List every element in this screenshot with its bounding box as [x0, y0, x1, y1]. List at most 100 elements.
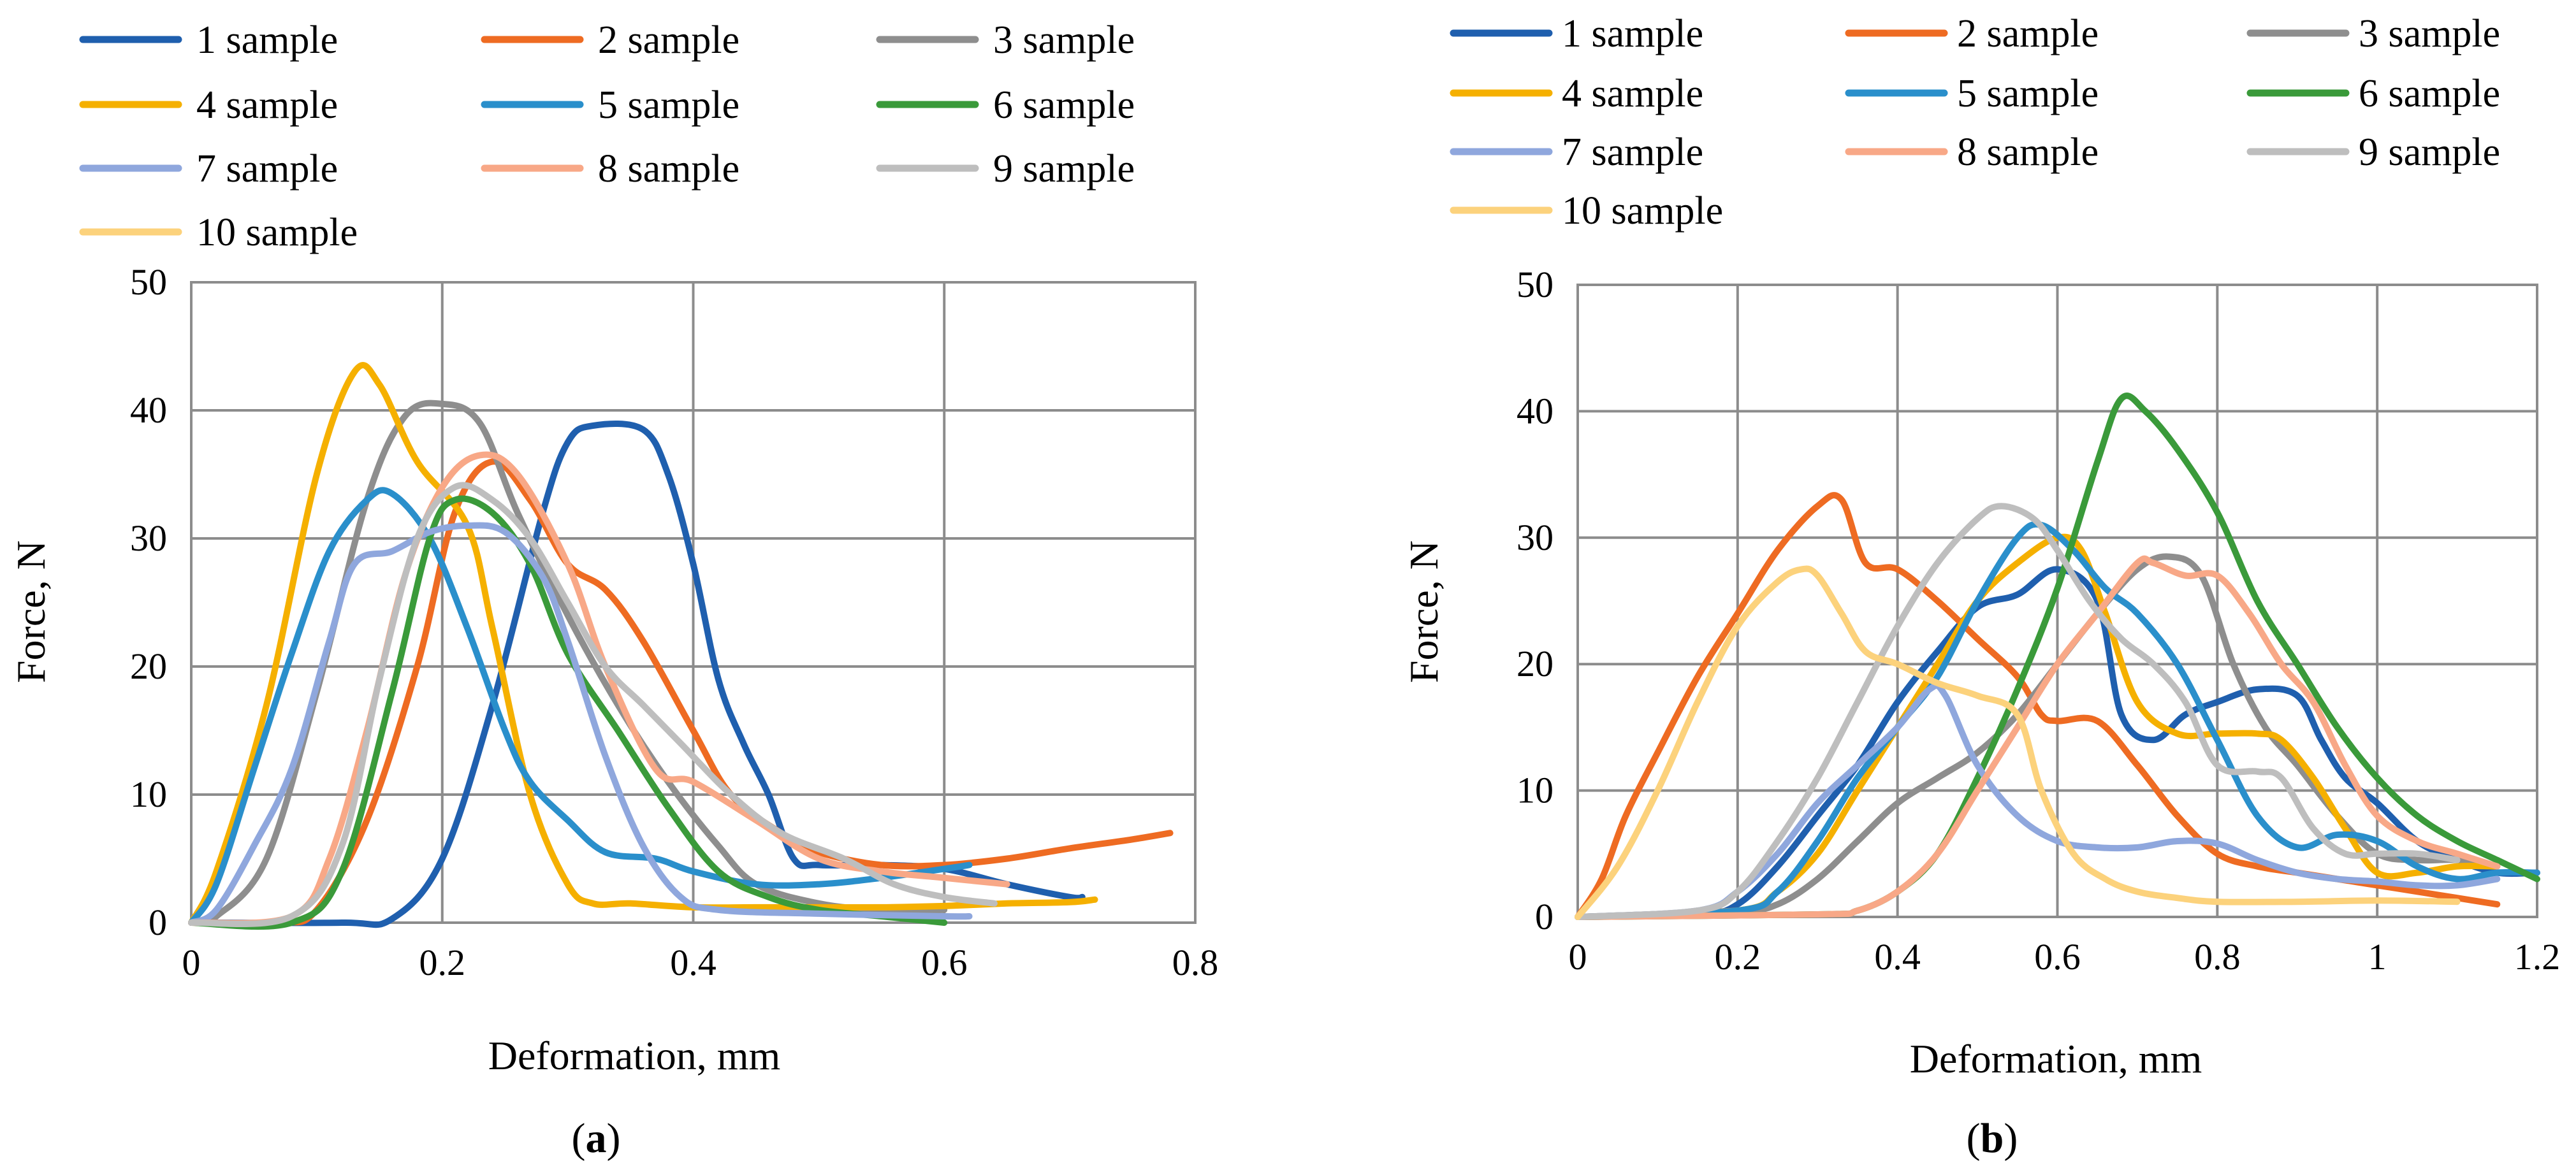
legend-label-7: 7 sample — [1562, 131, 1703, 174]
series-line-3 — [1575, 553, 2501, 920]
legend-label-2: 2 sample — [598, 18, 739, 62]
legend-entry-1: 1 sample — [1450, 12, 1703, 55]
x-tick-label: 0 — [182, 942, 201, 983]
legend-entry-7: 7 sample — [79, 147, 338, 191]
x-tick-label: 0.8 — [2194, 936, 2241, 977]
panel-b-ylabel: Force, N — [1401, 540, 1446, 683]
legend-entry-2: 2 sample — [481, 18, 739, 62]
panel-a-label: (a) — [572, 1115, 621, 1162]
plot-frame — [190, 281, 1197, 924]
legend-entry-5: 5 sample — [481, 83, 739, 127]
legend-label-1: 1 sample — [196, 18, 338, 62]
panel-a-letter: a — [586, 1115, 607, 1162]
x-tick-label: 0 — [1569, 936, 1587, 977]
legend-entry-7: 7 sample — [1450, 131, 1703, 174]
series-line-5 — [188, 487, 973, 926]
legend-label-4: 4 sample — [1562, 72, 1703, 115]
panel-a-ticks: 0 0.2 0.4 0.6 0.8 0 10 20 30 40 50 — [130, 261, 1218, 983]
panel-b-letter: b — [1981, 1115, 2004, 1162]
legend-label-9: 9 sample — [2359, 131, 2500, 174]
series-line-3 — [188, 400, 948, 926]
panel-b-xlabel: Deformation, mm — [1910, 1036, 2202, 1081]
legend-entry-6: 6 sample — [876, 83, 1135, 127]
legend-label-1: 1 sample — [1562, 12, 1703, 55]
legend-label-5: 5 sample — [1957, 72, 2099, 115]
x-tick-label: 0.4 — [670, 942, 717, 983]
panel-b-label: (b) — [1967, 1115, 2018, 1162]
x-tick-label: 0.4 — [1874, 936, 1921, 977]
legend-entry-2: 2 sample — [1845, 12, 2099, 55]
y-tick-label: 10 — [130, 774, 167, 815]
legend-label-6: 6 sample — [2359, 72, 2500, 115]
legend-label-8: 8 sample — [598, 147, 739, 191]
y-tick-label: 50 — [1517, 264, 1554, 305]
panel-a-ylabel: Force, N — [8, 540, 54, 683]
panel-b-grid — [1576, 284, 2538, 918]
legend-label-10: 10 sample — [1562, 189, 1723, 233]
y-tick-label: 30 — [130, 517, 167, 559]
legend-entry-8: 8 sample — [481, 147, 739, 191]
legend-entry-3: 3 sample — [876, 18, 1135, 62]
series-line-5 — [1575, 521, 2540, 920]
series-line-4 — [188, 362, 1098, 926]
series-line-1 — [188, 420, 1086, 928]
y-tick-label: 0 — [1535, 896, 1554, 937]
y-tick-label: 40 — [130, 389, 167, 431]
x-tick-label: 1.2 — [2514, 936, 2561, 977]
y-tick-label: 10 — [1517, 770, 1554, 811]
x-tick-label: 1 — [2368, 936, 2387, 977]
legend-entry-6: 6 sample — [2246, 72, 2500, 115]
legend-entry-8: 8 sample — [1845, 131, 2099, 174]
series-line-8 — [188, 451, 1010, 926]
y-tick-label: 20 — [1517, 643, 1554, 684]
series-line-1 — [1575, 566, 2540, 920]
panel-a-legend: 1 sample 2 sample 3 sample 4 sample 5 sa… — [79, 18, 1135, 254]
legend-entry-4: 4 sample — [79, 83, 338, 127]
y-tick-label: 50 — [130, 261, 167, 303]
legend-label-8: 8 sample — [1957, 131, 2099, 174]
series-line-7 — [188, 522, 973, 926]
panel-a-series — [188, 362, 1174, 930]
series-line-9 — [1575, 503, 2461, 920]
series-line-6 — [188, 495, 948, 930]
legend-label-5: 5 sample — [598, 83, 739, 127]
legend-label-9: 9 sample — [993, 147, 1135, 191]
series-line-4 — [1575, 533, 2501, 920]
y-tick-label: 0 — [149, 902, 167, 943]
legend-label-7: 7 sample — [196, 147, 338, 191]
legend-entry-10: 10 sample — [1450, 189, 1723, 233]
legend-entry-1: 1 sample — [79, 18, 338, 62]
legend-label-4: 4 sample — [196, 83, 338, 127]
legend-label-3: 3 sample — [2359, 12, 2500, 55]
series-line-7 — [1575, 682, 2501, 920]
panel-b-legend: 1 sample 2 sample 3 sample 4 sample 5 sa… — [1450, 12, 2500, 233]
y-tick-label: 30 — [1517, 517, 1554, 558]
legend-entry-9: 9 sample — [876, 147, 1135, 191]
x-tick-label: 0.6 — [921, 942, 968, 983]
x-tick-label: 0.8 — [1172, 942, 1219, 983]
x-tick-label: 0.2 — [1715, 936, 1761, 977]
x-tick-label: 0.6 — [2034, 936, 2081, 977]
legend-label-6: 6 sample — [993, 83, 1135, 127]
legend-entry-3: 3 sample — [2246, 12, 2500, 55]
panel-b-ticks: 0 0.2 0.4 0.6 0.8 1 1.2 0 10 20 30 40 50 — [1517, 264, 2560, 977]
panel-a-xlabel: Deformation, mm — [488, 1033, 781, 1078]
y-tick-label: 40 — [1517, 390, 1554, 431]
panel-a: 1 sample 2 sample 3 sample 4 sample 5 sa… — [8, 18, 1218, 1162]
series-line-9 — [188, 482, 998, 928]
legend-entry-5: 5 sample — [1845, 72, 2099, 115]
x-tick-label: 0.2 — [419, 942, 466, 983]
legend-entry-4: 4 sample — [1450, 72, 1703, 115]
legend-entry-9: 9 sample — [2246, 131, 2500, 174]
series-line-8 — [1575, 555, 2501, 920]
y-tick-label: 20 — [130, 645, 167, 687]
panel-b: 1 sample 2 sample 3 sample 4 sample 5 sa… — [1401, 12, 2560, 1162]
legend-label-3: 3 sample — [993, 18, 1135, 62]
legend-label-2: 2 sample — [1957, 12, 2099, 55]
plot-frame — [1576, 284, 2538, 918]
panel-b-series — [1575, 393, 2540, 920]
legend-entry-10: 10 sample — [79, 211, 358, 254]
legend-label-10: 10 sample — [196, 211, 358, 254]
series-line-10 — [1575, 565, 2461, 920]
